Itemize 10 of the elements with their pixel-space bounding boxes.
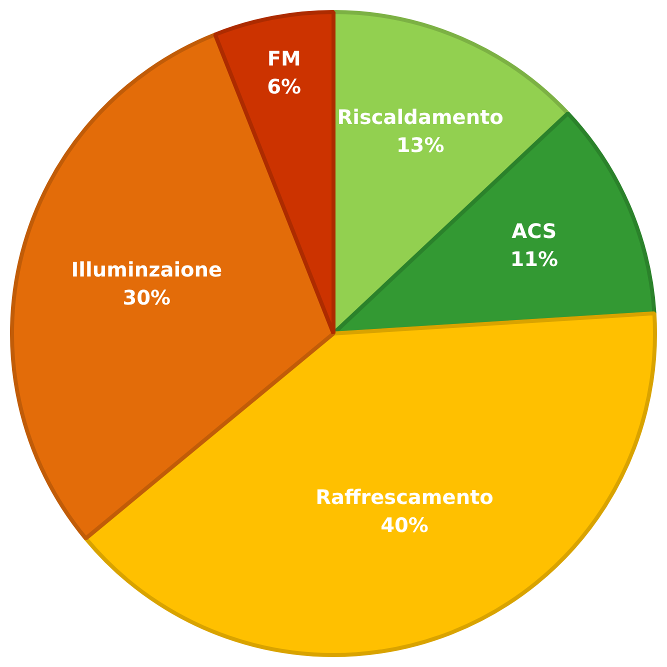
slice-label: Illuminzaione [71,258,222,282]
data-label: 11% [510,246,558,271]
data-label: 13% [396,133,444,158]
data-label: 40% [380,513,428,538]
data-label: 30% [122,286,171,310]
slice-label: Raffrescamento [316,485,494,510]
slice-label: ACS [512,218,557,243]
slice-label: Riscaldamento [337,105,504,130]
data-label: 6% [267,74,302,99]
slice-label: FM [267,46,301,71]
